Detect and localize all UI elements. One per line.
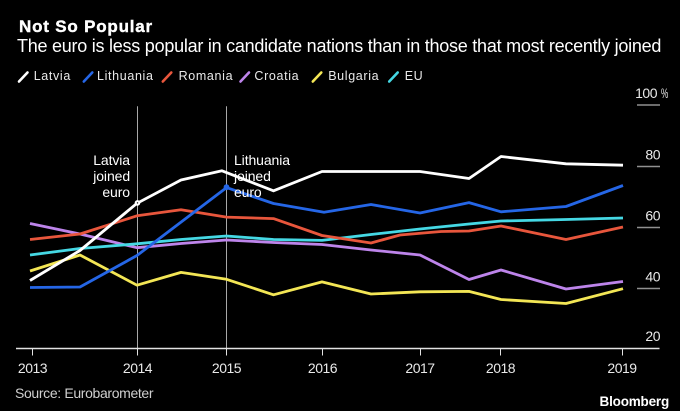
svg-text:100: 100 (635, 85, 658, 101)
svg-text:2018: 2018 (486, 360, 516, 376)
svg-text:40: 40 (645, 269, 660, 285)
svg-text:80: 80 (645, 147, 660, 163)
svg-text:2017: 2017 (405, 360, 435, 376)
svg-text:2014: 2014 (123, 360, 153, 376)
svg-text:2019: 2019 (607, 360, 637, 376)
svg-text:2016: 2016 (308, 360, 338, 376)
svg-text:60: 60 (645, 208, 660, 224)
svg-text:20: 20 (645, 328, 660, 344)
svg-text:%: % (661, 85, 668, 101)
svg-text:2013: 2013 (18, 360, 48, 376)
svg-text:2015: 2015 (212, 360, 242, 376)
